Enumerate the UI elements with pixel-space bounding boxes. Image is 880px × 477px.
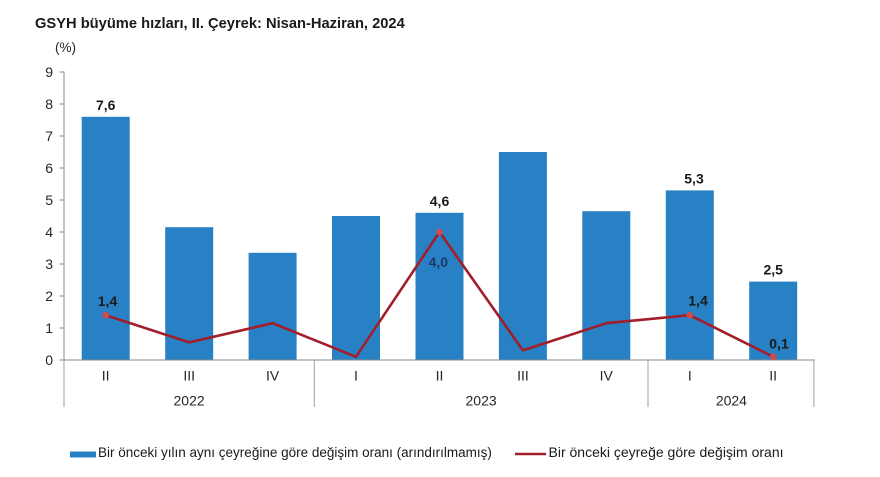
- svg-text:I: I: [354, 368, 358, 384]
- svg-text:6: 6: [45, 160, 53, 176]
- svg-text:III: III: [183, 368, 195, 384]
- svg-text:2022: 2022: [174, 393, 205, 409]
- svg-text:7: 7: [45, 128, 53, 144]
- svg-text:2,5: 2,5: [763, 262, 783, 278]
- svg-text:I: I: [688, 368, 692, 384]
- svg-text:4,0: 4,0: [429, 254, 449, 270]
- svg-text:Bir önceki yılın aynı çeyreğin: Bir önceki yılın aynı çeyreğine göre değ…: [98, 445, 492, 460]
- svg-text:(%): (%): [55, 40, 76, 55]
- svg-text:4,6: 4,6: [430, 193, 450, 209]
- svg-text:4: 4: [45, 224, 53, 240]
- svg-text:1,4: 1,4: [688, 293, 708, 309]
- svg-text:II: II: [436, 368, 444, 384]
- svg-text:8: 8: [45, 96, 53, 112]
- svg-text:5,3: 5,3: [684, 170, 704, 186]
- svg-text:2: 2: [45, 288, 53, 304]
- svg-text:1: 1: [45, 320, 53, 336]
- svg-text:II: II: [769, 368, 777, 384]
- svg-text:GSYH büyüme hızları, II. Çeyre: GSYH büyüme hızları, II. Çeyrek: Nisan-H…: [35, 16, 406, 32]
- svg-text:IV: IV: [600, 368, 614, 384]
- svg-text:Bir önceki çeyreğe göre değişi: Bir önceki çeyreğe göre değişim oranı: [549, 444, 784, 460]
- svg-text:2023: 2023: [466, 393, 497, 409]
- svg-text:0: 0: [45, 352, 53, 368]
- svg-text:II: II: [102, 368, 110, 384]
- svg-text:3: 3: [45, 256, 53, 272]
- svg-text:III: III: [517, 368, 529, 384]
- svg-text:0,1: 0,1: [769, 336, 789, 352]
- svg-text:5: 5: [45, 192, 53, 208]
- svg-text:2024: 2024: [716, 393, 747, 409]
- svg-text:7,6: 7,6: [96, 97, 116, 113]
- svg-text:IV: IV: [266, 368, 280, 384]
- svg-text:1,4: 1,4: [98, 293, 118, 309]
- svg-text:9: 9: [45, 64, 53, 80]
